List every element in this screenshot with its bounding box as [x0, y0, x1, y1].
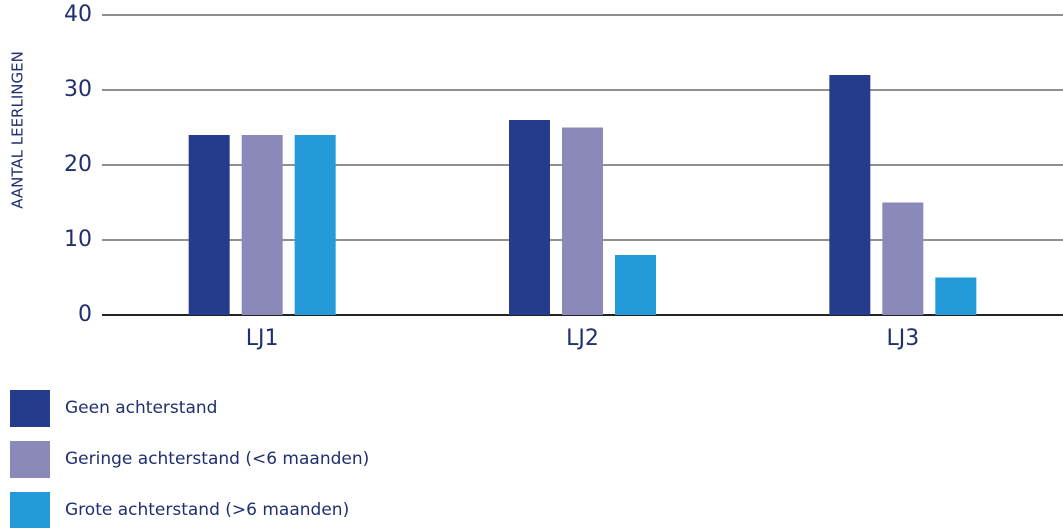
x-tick-label: LJ3: [886, 326, 919, 351]
y-tick-label: 40: [64, 2, 92, 27]
legend-swatch: [10, 441, 50, 478]
bar: [882, 202, 924, 315]
bar: [935, 277, 977, 315]
legend-swatch: [10, 492, 50, 529]
bar: [188, 135, 230, 315]
x-tick-label: LJ2: [566, 326, 599, 351]
bar: [829, 75, 871, 315]
y-tick-label: 20: [64, 152, 92, 177]
legend-label: Grote achterstand (>6 maanden): [65, 500, 349, 520]
bar: [509, 120, 550, 315]
bar: [615, 255, 656, 315]
legend-label: Geringe achterstand (<6 maanden): [65, 449, 369, 469]
y-tick-label: 30: [64, 77, 92, 102]
x-tick-label: LJ1: [246, 326, 279, 351]
bar: [562, 127, 603, 315]
legend-label: Geen achterstand: [65, 398, 217, 418]
bar: [294, 135, 336, 315]
y-tick-label: 0: [78, 302, 92, 327]
legend-swatch: [10, 390, 50, 427]
y-tick-label: 10: [64, 227, 92, 252]
bar: [241, 135, 283, 315]
y-axis-label: AANTAL LEERLINGEN: [9, 51, 27, 209]
